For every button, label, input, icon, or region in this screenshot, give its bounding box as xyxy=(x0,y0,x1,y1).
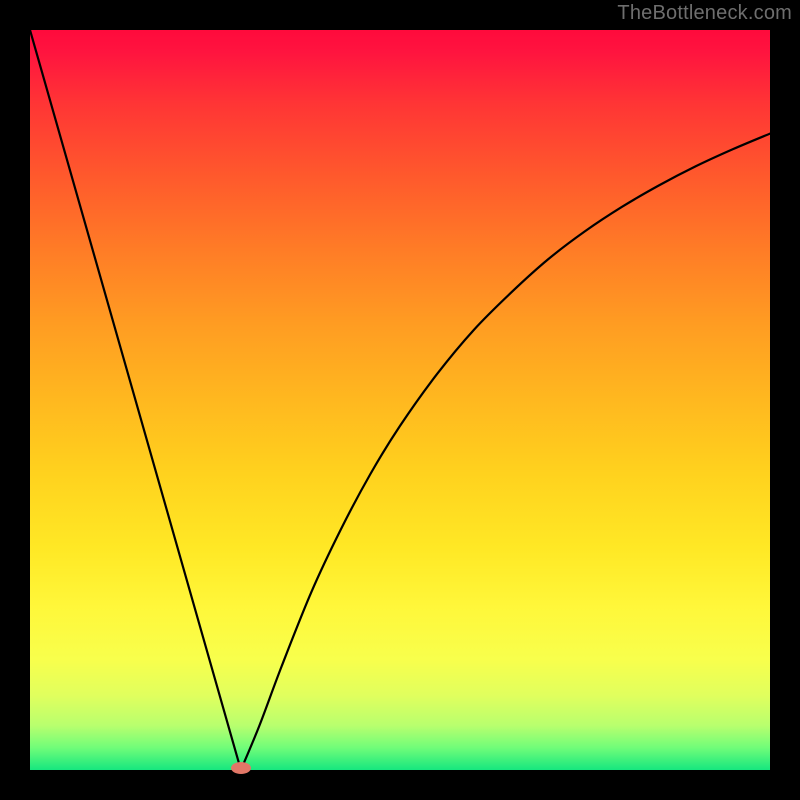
bottleneck-curve xyxy=(30,30,770,770)
minimum-marker xyxy=(231,762,251,774)
plot-area xyxy=(30,30,770,770)
chart-container: TheBottleneck.com xyxy=(0,0,800,800)
watermark-text: TheBottleneck.com xyxy=(617,2,792,25)
